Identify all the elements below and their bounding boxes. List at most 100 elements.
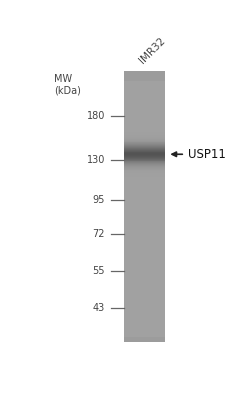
Bar	[124, 86, 165, 87]
Bar	[124, 113, 165, 114]
Bar	[124, 143, 165, 144]
Bar	[124, 286, 165, 287]
Bar	[124, 237, 165, 238]
Bar	[124, 215, 165, 216]
Bar	[124, 249, 165, 250]
Bar	[124, 267, 165, 268]
Bar	[124, 144, 165, 145]
Bar	[124, 174, 165, 175]
Bar	[124, 314, 165, 315]
Bar	[124, 115, 165, 116]
Bar	[124, 110, 165, 111]
Bar	[124, 170, 165, 171]
Bar	[124, 149, 165, 150]
Bar	[124, 80, 165, 81]
Bar	[124, 256, 165, 257]
Bar	[124, 109, 165, 110]
Bar	[124, 81, 165, 82]
Bar	[124, 191, 165, 192]
Bar	[124, 148, 165, 149]
Bar	[124, 341, 165, 342]
Bar	[124, 157, 165, 158]
Bar	[124, 94, 165, 96]
Bar	[124, 226, 165, 227]
Bar	[124, 196, 165, 197]
Bar	[124, 330, 165, 331]
Bar	[124, 281, 165, 282]
Bar	[124, 219, 165, 220]
Bar	[124, 271, 165, 272]
Bar	[124, 300, 165, 302]
Bar	[124, 336, 165, 337]
Bar	[124, 210, 165, 211]
Bar	[124, 308, 165, 309]
Bar	[124, 244, 165, 246]
Bar	[124, 190, 165, 191]
Bar	[124, 287, 165, 288]
Bar	[124, 93, 165, 94]
Bar	[124, 340, 165, 341]
Bar	[124, 332, 165, 333]
Bar	[124, 313, 165, 314]
Bar	[124, 160, 165, 162]
Bar	[124, 221, 165, 222]
Bar	[124, 185, 165, 186]
Bar	[124, 154, 165, 155]
Bar	[124, 112, 165, 113]
Bar	[124, 199, 165, 200]
Bar	[124, 320, 165, 321]
Bar	[124, 78, 165, 79]
Bar	[124, 186, 165, 187]
Bar	[124, 209, 165, 210]
Bar	[124, 285, 165, 286]
Bar	[124, 165, 165, 166]
Bar	[124, 334, 165, 335]
Bar	[124, 182, 165, 183]
Bar	[124, 136, 165, 137]
Bar	[124, 310, 165, 312]
Bar	[124, 158, 165, 159]
Bar	[124, 83, 165, 84]
Bar	[124, 227, 165, 228]
Bar	[124, 302, 165, 303]
Bar	[124, 338, 165, 340]
Bar	[124, 99, 165, 100]
Bar	[124, 298, 165, 299]
Bar	[124, 204, 165, 205]
Bar	[124, 119, 165, 120]
Bar	[124, 303, 165, 304]
Text: 180: 180	[87, 111, 105, 121]
Bar	[124, 120, 165, 121]
Bar	[124, 169, 165, 170]
Bar	[124, 97, 165, 98]
Bar	[124, 291, 165, 292]
Bar	[124, 250, 165, 251]
Bar	[124, 100, 165, 101]
Bar	[124, 289, 165, 290]
Bar	[124, 234, 165, 235]
Bar	[124, 134, 165, 135]
Bar	[124, 159, 165, 160]
Text: 130: 130	[87, 156, 105, 166]
Bar	[124, 263, 165, 264]
Bar	[124, 224, 165, 225]
Bar	[124, 206, 165, 207]
Bar	[124, 118, 165, 119]
Bar	[124, 241, 165, 242]
Bar	[124, 192, 165, 193]
Bar	[124, 218, 165, 219]
Bar	[124, 253, 165, 254]
Bar	[124, 135, 165, 136]
Bar	[124, 139, 165, 140]
Bar	[124, 231, 165, 232]
Bar	[124, 197, 165, 198]
Bar	[124, 296, 165, 297]
Bar	[124, 248, 165, 249]
Bar	[124, 162, 165, 163]
Bar	[124, 223, 165, 224]
Bar	[124, 262, 165, 263]
Bar	[124, 183, 165, 184]
Bar	[124, 293, 165, 294]
Bar	[124, 150, 165, 151]
Text: 55: 55	[92, 266, 105, 276]
